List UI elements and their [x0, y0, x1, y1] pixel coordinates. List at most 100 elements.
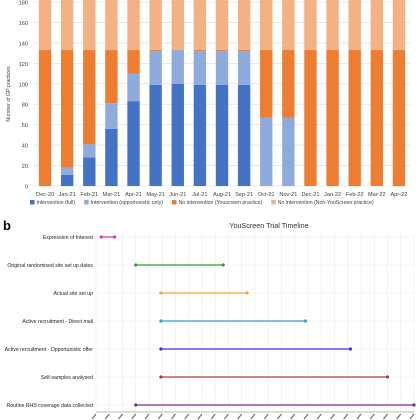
bar-segment	[237, 51, 251, 85]
legend-label: Intervention (opportunistic only)	[91, 200, 164, 206]
bar-segment	[83, 144, 96, 158]
bar-segment	[83, 50, 96, 145]
x-tick-stub	[290, 413, 296, 420]
legend-swatch	[271, 200, 276, 205]
bar-segment	[260, 117, 273, 186]
bar-segment	[127, 101, 140, 186]
bar-segment	[105, 50, 118, 104]
x-tick-stub	[263, 413, 269, 420]
x-tick-stub	[210, 413, 216, 420]
x-tick-stub	[237, 413, 243, 420]
bar-segment	[237, 0, 251, 51]
bar-segment	[171, 50, 184, 84]
x-tick-stub	[250, 413, 256, 420]
x-tick-stub	[383, 413, 388, 420]
task-label: Actual site set up	[53, 291, 93, 297]
stacked-bar-chart: 0 20 40 60 80 100 120 140 160 180 Number of GP pra…	[6, 0, 410, 206]
y-tick-label: 60	[22, 123, 28, 129]
x-tick-label: Apr-22	[391, 192, 408, 198]
bar-segment	[193, 51, 207, 85]
task-label: Active recruitment - Opportunistic offer	[5, 347, 94, 353]
legend-label: No intervention (Youscreen practice)	[179, 200, 263, 206]
y-tick-label: 100	[19, 82, 28, 88]
timeline-title: YouScreen Trial Timeline	[229, 221, 308, 230]
x-tick-stub	[277, 413, 282, 420]
x-tick-stub	[118, 413, 123, 420]
bar-segment	[127, 0, 140, 51]
bar-segment	[60, 50, 74, 168]
bar-segment	[149, 50, 162, 52]
bar-segment	[260, 50, 273, 118]
panel-b-label: b	[3, 218, 11, 233]
bar-segment	[348, 50, 361, 186]
task-label: Self-samples analysed	[41, 375, 93, 381]
legend-swatch	[84, 200, 89, 205]
bar-segment	[282, 0, 295, 51]
bar-segment	[127, 50, 140, 74]
task-start-marker	[159, 291, 163, 295]
x-tick-stub	[343, 413, 349, 420]
x-tick-label: Mar-22	[368, 192, 386, 198]
task-end-marker	[112, 235, 117, 239]
bar-segment	[171, 83, 184, 186]
bar-segment	[304, 50, 317, 186]
bar-segment	[38, 0, 52, 51]
bar-segment	[215, 0, 229, 51]
trial-timeline-chart: YouScreen Trial Timeline Expression of In…	[5, 221, 416, 420]
y-tick-label: 120	[19, 62, 28, 68]
x-tick-stub	[330, 413, 335, 420]
task-start-marker	[99, 235, 103, 239]
y-tick-label: 0	[25, 185, 28, 191]
task-start-marker	[159, 375, 163, 379]
y-tick-label: 40	[22, 144, 28, 150]
bar-segment	[304, 0, 317, 51]
x-tick-label: Oct-21	[258, 192, 275, 198]
x-tick-stub	[356, 413, 362, 420]
task-end-marker	[303, 319, 307, 323]
task-end-marker	[412, 403, 416, 407]
task-label: Original randomised site set up dates	[7, 263, 93, 269]
x-tick-label: Dec-20	[36, 192, 54, 198]
bar-segment	[193, 50, 207, 52]
bar-segment	[282, 50, 295, 118]
bar-segment	[105, 0, 118, 51]
bar-segment	[149, 51, 162, 85]
x-tick-label: Feb-21	[80, 192, 98, 198]
x-tick-stub	[157, 413, 163, 420]
task-start-marker	[134, 263, 138, 267]
task-end-marker	[245, 291, 249, 295]
task-end-marker	[348, 347, 352, 351]
bar-segment	[149, 0, 162, 51]
bar-segment	[60, 0, 74, 51]
bar-segment	[83, 0, 96, 51]
x-tick-label: May-21	[146, 192, 165, 198]
x-tick-stub	[104, 413, 110, 420]
task-start-marker	[159, 347, 163, 351]
x-tick-stub	[396, 413, 402, 420]
bar-segment	[215, 84, 229, 186]
x-tick-stub	[171, 413, 176, 420]
bar-segment	[127, 73, 140, 102]
y-tick-label: 140	[19, 41, 28, 47]
y-tick-label: 20	[22, 164, 28, 170]
x-tick-label: Mar-21	[103, 192, 121, 198]
bar-segment	[326, 0, 339, 51]
y-tick-label: 80	[22, 103, 28, 109]
x-tick-stub	[369, 413, 375, 420]
bar-segment	[237, 50, 251, 52]
y-tick-label: 160	[19, 21, 28, 27]
bar-segment	[326, 50, 339, 186]
task-start-marker	[159, 319, 163, 323]
task-label: Expression of Interest	[43, 235, 94, 241]
x-tick-label: Jul-21	[192, 192, 207, 198]
y-tick-label: 180	[19, 1, 28, 7]
bar-segment	[171, 0, 184, 51]
bar-segment	[149, 84, 162, 186]
bar-segment	[370, 0, 384, 51]
legend-label: No intervention (Non-YouScreen practice)	[278, 200, 374, 206]
x-tick-label: Feb-22	[346, 192, 364, 198]
bar-segment	[60, 174, 74, 186]
x-tick-stub	[197, 413, 203, 420]
x-tick-stub	[224, 413, 229, 420]
